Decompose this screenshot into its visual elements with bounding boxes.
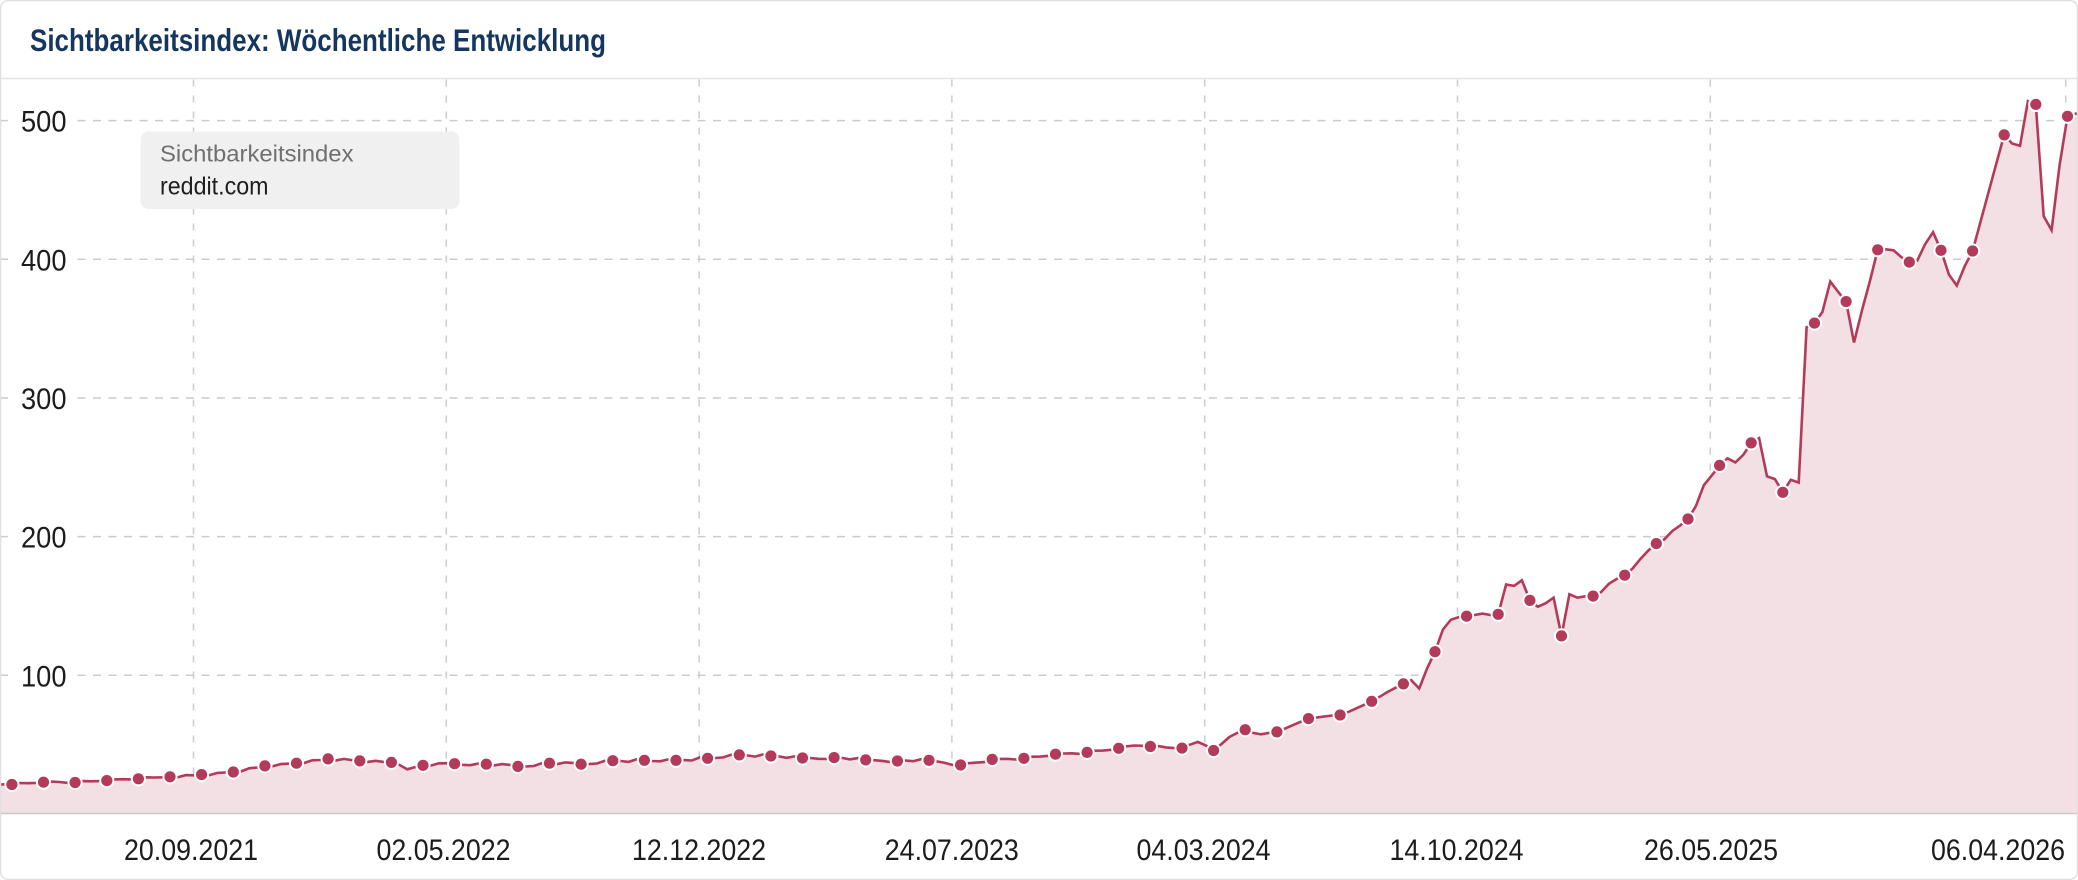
svg-text:500: 500	[21, 106, 67, 139]
svg-text:300: 300	[21, 383, 67, 416]
svg-text:200: 200	[21, 522, 67, 555]
svg-text:Sichtbarkeitsindex: Sichtbarkeitsindex	[160, 141, 354, 167]
svg-text:100: 100	[21, 660, 67, 693]
svg-text:26.05.2025: 26.05.2025	[1644, 834, 1778, 867]
svg-text:12.12.2022: 12.12.2022	[632, 834, 766, 867]
svg-text:06.04.2026: 06.04.2026	[1931, 834, 2065, 867]
svg-text:14.10.2024: 14.10.2024	[1390, 834, 1524, 867]
svg-text:400: 400	[21, 244, 67, 277]
svg-text:02.05.2022: 02.05.2022	[377, 834, 511, 867]
svg-text:reddit.com: reddit.com	[160, 173, 269, 200]
svg-text:24.07.2023: 24.07.2023	[885, 834, 1019, 867]
svg-text:20.09.2021: 20.09.2021	[124, 834, 258, 867]
svg-text:04.03.2024: 04.03.2024	[1137, 834, 1271, 867]
svg-text:Sichtbarkeitsindex: Wöchentlic: Sichtbarkeitsindex: Wöchentliche Entwick…	[30, 22, 606, 58]
